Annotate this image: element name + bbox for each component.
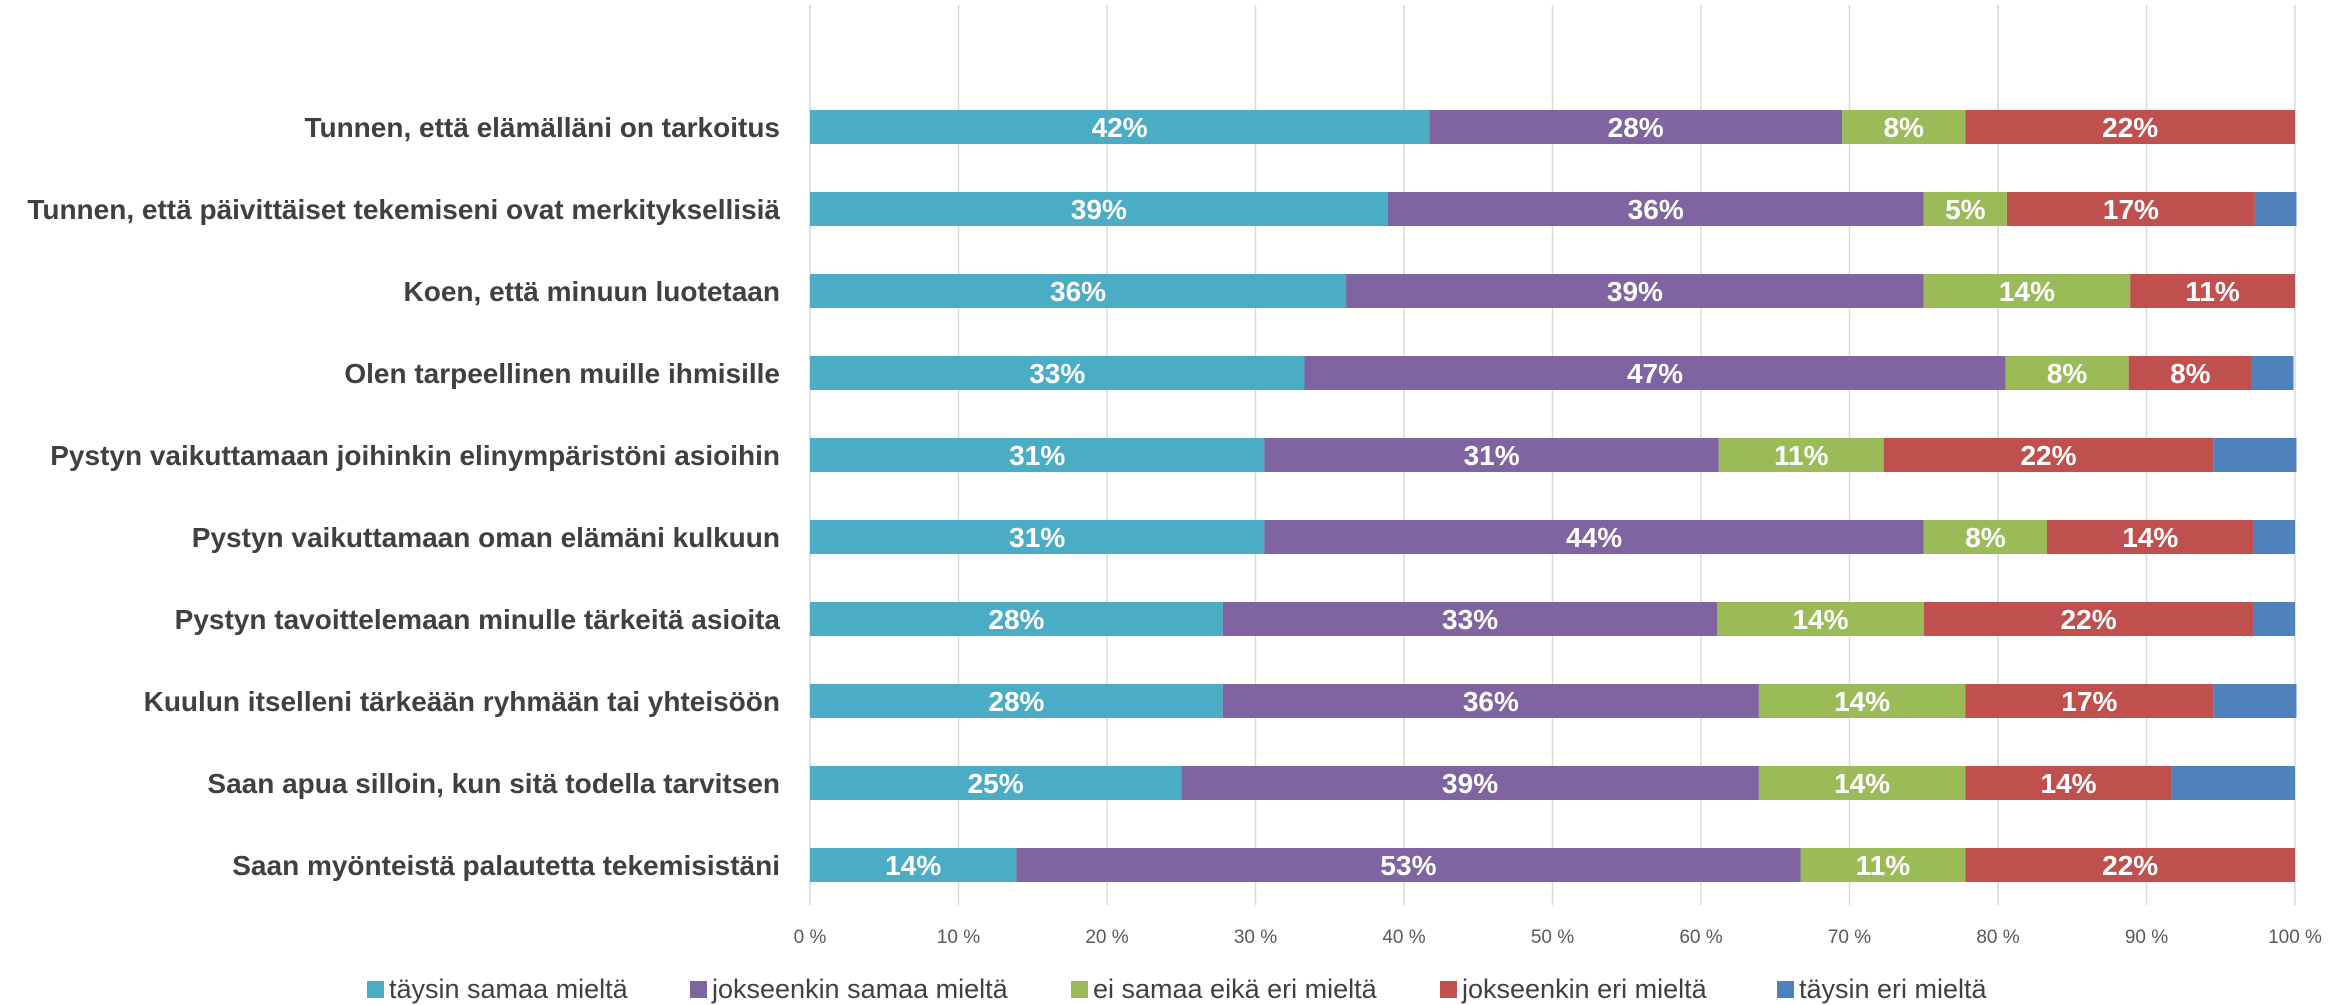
x-tick-label: 30 % (1234, 927, 1277, 948)
data-label: 14% (1999, 276, 2055, 307)
category-label: Pystyn vaikuttamaan oman elämäni kulkuun (192, 522, 780, 553)
legend-swatch (367, 981, 384, 998)
data-label: 33% (1442, 604, 1498, 635)
category-label: Saan myönteistä palautetta tekemisistäni (232, 850, 780, 881)
x-tick-label: 100 % (2268, 927, 2322, 948)
data-label: 14% (885, 850, 941, 881)
data-label: 8% (1883, 112, 1924, 143)
x-tick-label: 90 % (2125, 927, 2168, 948)
data-label: 31% (1464, 440, 1520, 471)
x-tick-label: 0 % (794, 927, 827, 948)
x-tick-label: 70 % (1828, 927, 1871, 948)
data-label: 39% (1607, 276, 1663, 307)
category-label: Pystyn vaikuttamaan joihinkin elinympäri… (50, 440, 780, 471)
bar-segment (2252, 356, 2294, 390)
bar-segment (2253, 520, 2295, 554)
data-label: 28% (1608, 112, 1664, 143)
data-label: 31% (1009, 522, 1065, 553)
data-label: 42% (1092, 112, 1148, 143)
data-label: 14% (2041, 768, 2097, 799)
data-label: 17% (2061, 686, 2117, 717)
category-label: Saan apua silloin, kun sitä todella tarv… (207, 768, 780, 799)
bar-segment (2172, 766, 2295, 800)
data-label: 8% (2170, 358, 2211, 389)
category-label: Pystyn tavoittelemaan minulle tärkeitä a… (175, 604, 781, 635)
data-label: 8% (1965, 522, 2006, 553)
data-label: 39% (1071, 194, 1127, 225)
category-label: Tunnen, että päivittäiset tekemiseni ova… (27, 194, 780, 225)
legend-swatch (1071, 981, 1088, 998)
data-label: 36% (1050, 276, 1106, 307)
data-label: 28% (988, 686, 1044, 717)
data-label: 36% (1628, 194, 1684, 225)
data-label: 14% (1793, 604, 1849, 635)
category-label: Koen, että minuun luotetaan (404, 276, 780, 307)
data-label: 31% (1009, 440, 1065, 471)
data-label: 39% (1442, 768, 1498, 799)
legend: täysin samaa mieltä jokseenkin samaa miel… (367, 974, 1988, 1004)
x-tick-label: 60 % (1679, 927, 1722, 948)
data-label: 22% (2061, 604, 2117, 635)
data-label: 14% (1834, 686, 1890, 717)
data-label: 25% (968, 768, 1024, 799)
x-tick-label: 40 % (1382, 927, 1425, 948)
x-tick-label: 20 % (1085, 927, 1128, 948)
legend-label: jokseenkin eri mieltä (1461, 974, 1708, 1004)
x-tick-label: 80 % (1976, 927, 2019, 948)
legend-swatch (1777, 981, 1794, 998)
data-label: 36% (1463, 686, 1519, 717)
bar-segment (2253, 602, 2295, 636)
category-label: Olen tarpeellinen muille ihmisille (344, 358, 780, 389)
x-tick-label: 50 % (1531, 927, 1574, 948)
data-label: 28% (988, 604, 1044, 635)
legend-label: jokseenkin samaa mieltä (711, 974, 1009, 1004)
data-label: 14% (1834, 768, 1890, 799)
data-label: 14% (2122, 522, 2178, 553)
legend-label: täysin samaa mieltä (389, 974, 629, 1004)
data-label: 53% (1380, 850, 1436, 881)
category-label: Tunnen, että elämälläni on tarkoitus (304, 112, 780, 143)
data-label: 22% (2020, 440, 2076, 471)
data-label: 22% (2102, 850, 2158, 881)
x-axis-ticks: 0 % 10 % 20 % 30 % 40 % 50 % 60 % 70 % 80 % 90 % 1… (794, 927, 2322, 948)
bar-segment (2213, 438, 2296, 472)
legend-swatch (690, 981, 707, 998)
data-label: 11% (2185, 276, 2240, 307)
legend-label: täysin eri mieltä (1799, 974, 1988, 1004)
bar-segment (2255, 192, 2297, 226)
x-tick-label: 10 % (937, 927, 980, 948)
category-label: Kuulun itselleni tärkeään ryhmään tai yh… (144, 686, 780, 717)
data-label: 5% (1945, 194, 1986, 225)
data-label: 44% (1566, 522, 1622, 553)
data-label: 8% (2047, 358, 2088, 389)
data-label: 11% (1856, 850, 1911, 881)
data-label: 33% (1029, 358, 1085, 389)
legend-label: ei samaa eikä eri mieltä (1093, 974, 1378, 1004)
data-label: 17% (2103, 194, 2159, 225)
data-label: 22% (2102, 112, 2158, 143)
legend-swatch (1440, 981, 1457, 998)
data-label: 11% (1774, 440, 1829, 471)
category-labels: Tunnen, että elämälläni on tarkoitus Tunn… (27, 112, 780, 881)
bar-segment (2213, 684, 2296, 718)
data-label: 47% (1627, 358, 1683, 389)
